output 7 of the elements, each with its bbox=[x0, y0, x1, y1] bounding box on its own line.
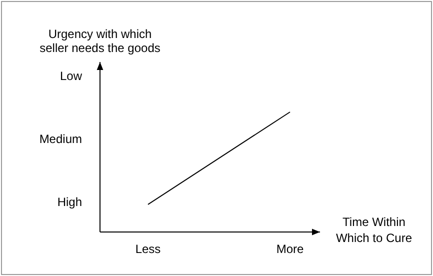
x-tick-label: More bbox=[276, 242, 304, 256]
text: Low bbox=[60, 69, 82, 84]
text: Medium bbox=[39, 132, 82, 146]
x-axis-title: Time Within Which to Cure bbox=[336, 215, 412, 245]
y-axis-title: Urgency with which seller needs the goods bbox=[40, 27, 160, 55]
text: High bbox=[57, 195, 82, 210]
x-tick-label: Less bbox=[135, 242, 161, 256]
